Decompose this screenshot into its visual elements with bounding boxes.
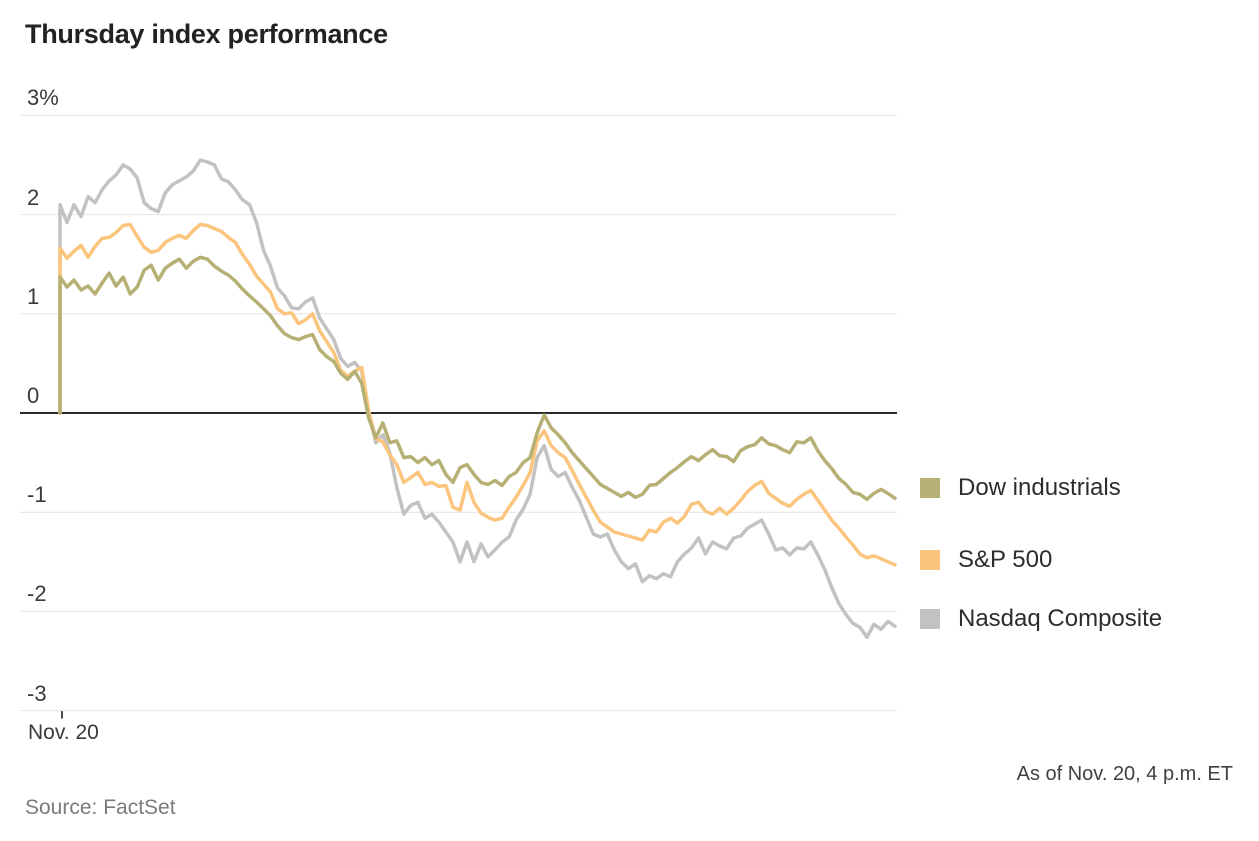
x-axis-label: Nov. 20 bbox=[28, 721, 99, 744]
y-axis-tick-label: 0 bbox=[27, 383, 40, 408]
series-line-s-p-500 bbox=[58, 222, 897, 567]
y-axis-tick-label: -2 bbox=[27, 581, 47, 607]
legend-swatch-nasdaq-icon bbox=[920, 609, 940, 629]
y-axis-tick-label: 3% bbox=[27, 85, 59, 111]
y-axis-tick-label: -1 bbox=[27, 482, 47, 508]
source-note: Source: FactSet bbox=[25, 796, 176, 819]
legend-label-sp500: S&P 500 bbox=[958, 546, 1053, 573]
legend-label-dow: Dow industrials bbox=[958, 474, 1121, 501]
y-axis-tick-label: 1 bbox=[27, 283, 40, 309]
y-axis-tick-label: 2 bbox=[27, 184, 40, 210]
series-line-nasdaq-composite bbox=[58, 158, 897, 639]
as-of-note: As of Nov. 20, 4 p.m. ET bbox=[1016, 763, 1233, 785]
legend-item-sp500: S&P 500 bbox=[920, 546, 1053, 573]
series-line-dow-industrials bbox=[58, 255, 897, 502]
legend-label-nasdaq: Nasdaq Composite bbox=[958, 605, 1163, 632]
chart-title: Thursday index performance bbox=[25, 19, 388, 49]
legend-item-nasdaq: Nasdaq Composite bbox=[920, 605, 1163, 632]
legend-swatch-sp500-icon bbox=[920, 550, 940, 570]
legend-item-dow-industrials: Dow industrials bbox=[920, 474, 1121, 501]
legend-swatch-dow-icon bbox=[920, 478, 940, 498]
y-axis-tick-label: -3 bbox=[27, 680, 47, 706]
